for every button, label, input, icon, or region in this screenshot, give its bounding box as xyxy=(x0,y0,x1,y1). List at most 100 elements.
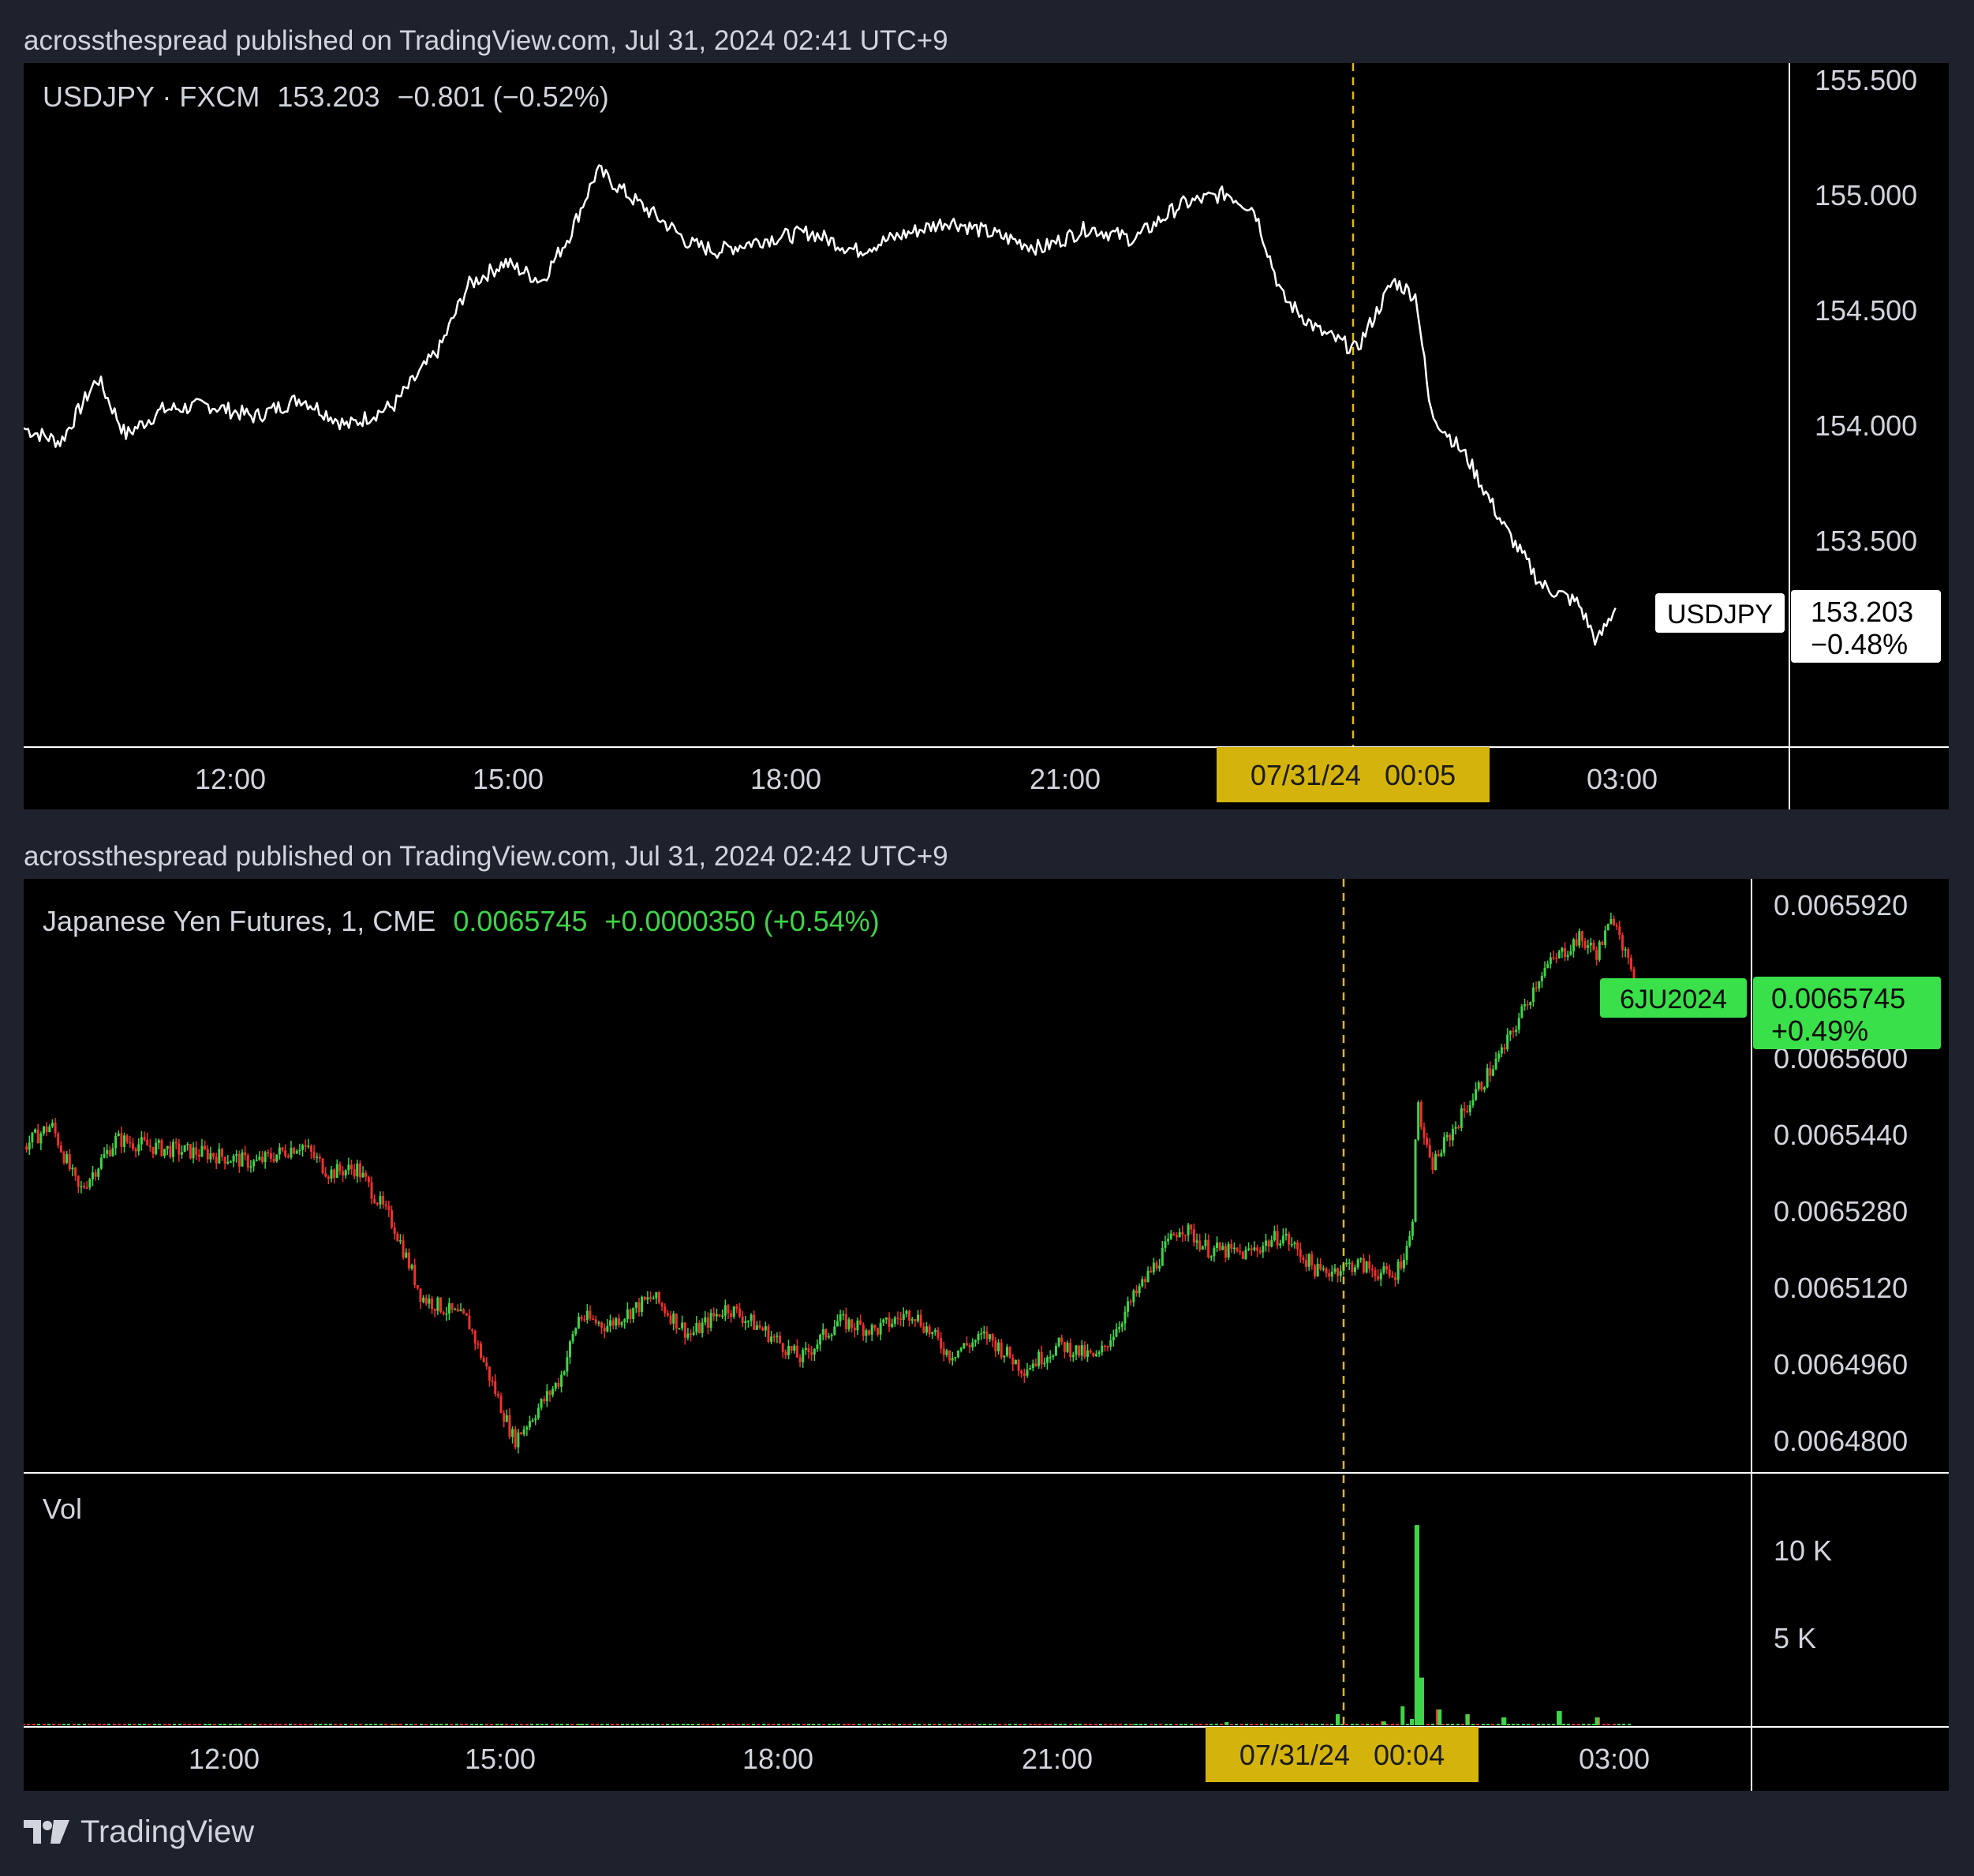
tradingview-footer[interactable]: TradingView xyxy=(24,1814,254,1850)
candle xyxy=(876,1327,879,1337)
volume-bar xyxy=(470,1724,473,1725)
volume-bar xyxy=(1250,1724,1253,1725)
candle xyxy=(1109,1334,1112,1351)
candle xyxy=(611,1317,615,1330)
candle xyxy=(721,1309,724,1319)
time-axis[interactable]: 12:00 15:00 18:00 21:00 03:00 xyxy=(189,1743,1650,1775)
candle xyxy=(1451,1124,1454,1147)
candle xyxy=(511,1426,514,1444)
volume-bar xyxy=(1602,1724,1606,1725)
candle xyxy=(28,1135,31,1155)
candle xyxy=(928,1324,931,1338)
symbol-tag xyxy=(1655,593,1785,633)
y-tick-label: 0.0065440 xyxy=(1774,1119,1908,1151)
candle xyxy=(74,1167,77,1181)
usdjpy-chart[interactable]: 155.500 155.000 154.500 154.000 153.500 … xyxy=(24,63,1949,809)
candle xyxy=(36,1123,39,1144)
volume-bar xyxy=(515,1724,518,1725)
candle xyxy=(255,1154,258,1162)
candle xyxy=(1365,1261,1368,1274)
candle xyxy=(1379,1269,1382,1287)
volume-bar xyxy=(566,1724,569,1725)
candle xyxy=(1063,1341,1066,1358)
top-published-note: acrossthespread published on TradingView… xyxy=(24,25,948,56)
candle xyxy=(1267,1239,1270,1253)
volume-bar xyxy=(279,1724,282,1725)
volume-bar xyxy=(1194,1724,1198,1725)
candle xyxy=(1359,1257,1363,1263)
candle xyxy=(1480,1081,1483,1092)
candle xyxy=(1256,1244,1259,1258)
volume-bar xyxy=(1613,1724,1616,1725)
candle xyxy=(353,1164,356,1179)
candle xyxy=(295,1149,298,1154)
vol-tick-label: 5 K xyxy=(1774,1622,1816,1654)
candle xyxy=(503,1410,506,1428)
volume-bar xyxy=(636,1724,639,1725)
candle xyxy=(370,1176,373,1205)
volume-bar xyxy=(249,1724,252,1725)
candle xyxy=(1101,1340,1104,1356)
candle xyxy=(499,1392,503,1414)
candle xyxy=(1138,1283,1141,1298)
volume-bar xyxy=(1124,1724,1127,1725)
crosshair-time-label: 07/31/24 00:05 xyxy=(1251,759,1456,791)
volume-bar xyxy=(1436,1709,1439,1725)
volume-bar xyxy=(1059,1724,1062,1725)
candle xyxy=(131,1138,134,1152)
volume-bar xyxy=(394,1724,398,1725)
volume-bar xyxy=(1522,1724,1525,1725)
candle xyxy=(873,1324,877,1332)
candle xyxy=(1023,1368,1026,1383)
volume-bar xyxy=(128,1724,131,1725)
candle xyxy=(585,1304,589,1324)
candle xyxy=(784,1349,787,1359)
volume-bar xyxy=(767,1724,770,1725)
candle xyxy=(298,1143,301,1155)
candle xyxy=(1075,1345,1078,1361)
volume-bar xyxy=(490,1724,493,1725)
candle xyxy=(43,1126,46,1136)
candle xyxy=(534,1414,537,1426)
usdjpy-chart-panel[interactable]: 155.500 155.000 154.500 154.000 153.500 … xyxy=(24,63,1949,809)
candle xyxy=(1468,1101,1471,1116)
candle xyxy=(1000,1339,1003,1360)
volume-bar xyxy=(1310,1724,1314,1725)
candle xyxy=(465,1312,468,1316)
candle xyxy=(494,1373,497,1397)
volume-bar xyxy=(354,1724,357,1725)
candle xyxy=(1543,961,1546,978)
candle xyxy=(571,1330,574,1344)
volume-bar xyxy=(1184,1724,1187,1725)
volume-bar xyxy=(1396,1724,1399,1725)
candle xyxy=(1337,1267,1340,1283)
volume-bar xyxy=(943,1724,946,1725)
candle xyxy=(246,1153,249,1172)
candle xyxy=(1080,1340,1083,1361)
candle xyxy=(790,1345,793,1354)
candle xyxy=(365,1170,368,1182)
candle xyxy=(471,1328,474,1335)
time-axis[interactable]: 12:00 15:00 18:00 21:00 03:00 xyxy=(195,763,1658,795)
volume-bar xyxy=(1265,1724,1268,1725)
candle xyxy=(468,1309,471,1330)
yen-futures-chart-panel[interactable]: 0.0065920 0.0065600 0.0065440 0.0065280 … xyxy=(24,879,1949,1791)
volume-bar xyxy=(1139,1724,1142,1725)
candle xyxy=(810,1345,813,1361)
volume-bar xyxy=(560,1724,563,1725)
candle xyxy=(1385,1262,1389,1274)
candle xyxy=(146,1132,149,1146)
volume-bar xyxy=(369,1724,372,1725)
candle xyxy=(1313,1264,1316,1280)
yen-futures-chart[interactable]: 0.0065920 0.0065600 0.0065440 0.0065280 … xyxy=(24,879,1949,1791)
candle xyxy=(330,1165,333,1183)
price-axis[interactable]: 155.500 155.000 154.500 154.000 153.500 xyxy=(1789,63,1917,809)
volume-bar xyxy=(1587,1724,1591,1725)
candle xyxy=(1613,915,1616,926)
candle xyxy=(1158,1258,1161,1272)
crosshair-time-badge xyxy=(1206,1727,1479,1782)
candle xyxy=(776,1332,779,1343)
candle xyxy=(1491,1065,1494,1077)
candle xyxy=(989,1334,992,1342)
candle xyxy=(637,1297,641,1317)
